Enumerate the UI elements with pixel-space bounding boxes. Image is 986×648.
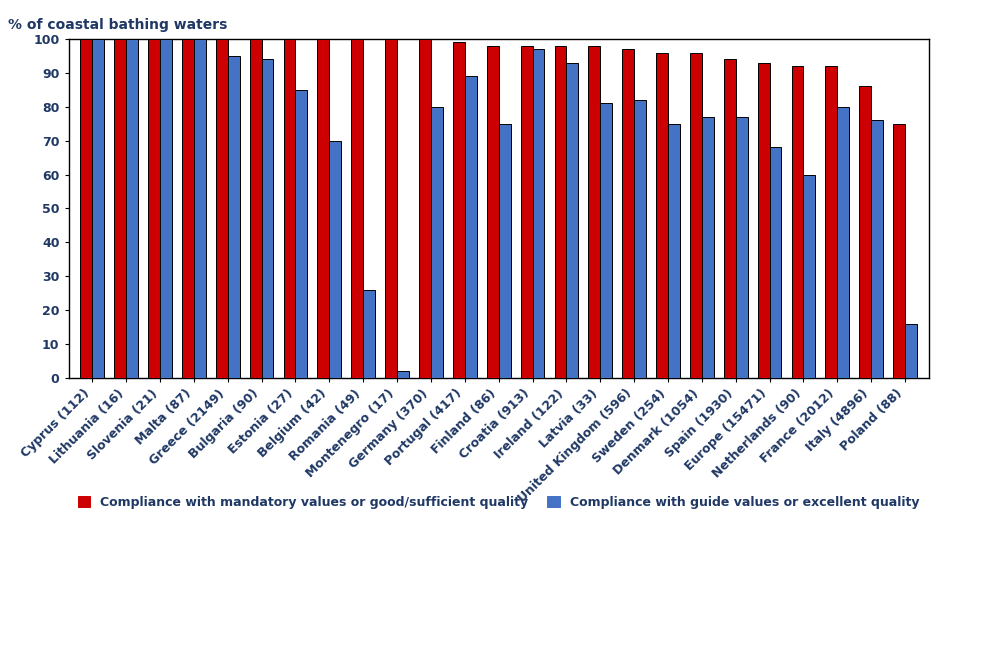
Bar [633, 100, 645, 378]
Bar [701, 117, 713, 378]
Bar [566, 63, 578, 378]
Bar [419, 39, 431, 378]
Bar [769, 147, 781, 378]
Bar [904, 323, 916, 378]
Bar [396, 371, 408, 378]
Bar [351, 39, 363, 378]
Bar [385, 39, 396, 378]
Bar [836, 107, 848, 378]
Bar [329, 141, 341, 378]
Bar [588, 46, 599, 378]
Bar [216, 39, 228, 378]
Bar [295, 90, 307, 378]
Bar [283, 39, 295, 378]
Bar [317, 39, 329, 378]
Bar [532, 49, 544, 378]
Bar [126, 39, 138, 378]
Bar [498, 124, 510, 378]
Bar [464, 76, 476, 378]
Text: % of coastal bathing waters: % of coastal bathing waters [8, 18, 228, 32]
Bar [723, 60, 735, 378]
Bar [521, 46, 532, 378]
Bar [892, 124, 904, 378]
Bar [453, 42, 464, 378]
Bar [735, 117, 746, 378]
Bar [824, 66, 836, 378]
Bar [261, 60, 273, 378]
Bar [148, 39, 160, 378]
Bar [363, 290, 375, 378]
Bar [668, 124, 679, 378]
Bar [859, 86, 871, 378]
Bar [871, 121, 882, 378]
Bar [160, 39, 172, 378]
Bar [80, 39, 92, 378]
Bar [599, 104, 611, 378]
Legend: Compliance with mandatory values or good/sufficient quality, Compliance with gui: Compliance with mandatory values or good… [73, 491, 924, 514]
Bar [431, 107, 443, 378]
Bar [757, 63, 769, 378]
Bar [554, 46, 566, 378]
Bar [193, 39, 205, 378]
Bar [689, 52, 701, 378]
Bar [803, 174, 814, 378]
Bar [181, 39, 193, 378]
Bar [114, 39, 126, 378]
Bar [228, 56, 240, 378]
Bar [486, 46, 498, 378]
Bar [791, 66, 803, 378]
Bar [656, 52, 668, 378]
Bar [92, 39, 104, 378]
Bar [249, 39, 261, 378]
Bar [621, 49, 633, 378]
